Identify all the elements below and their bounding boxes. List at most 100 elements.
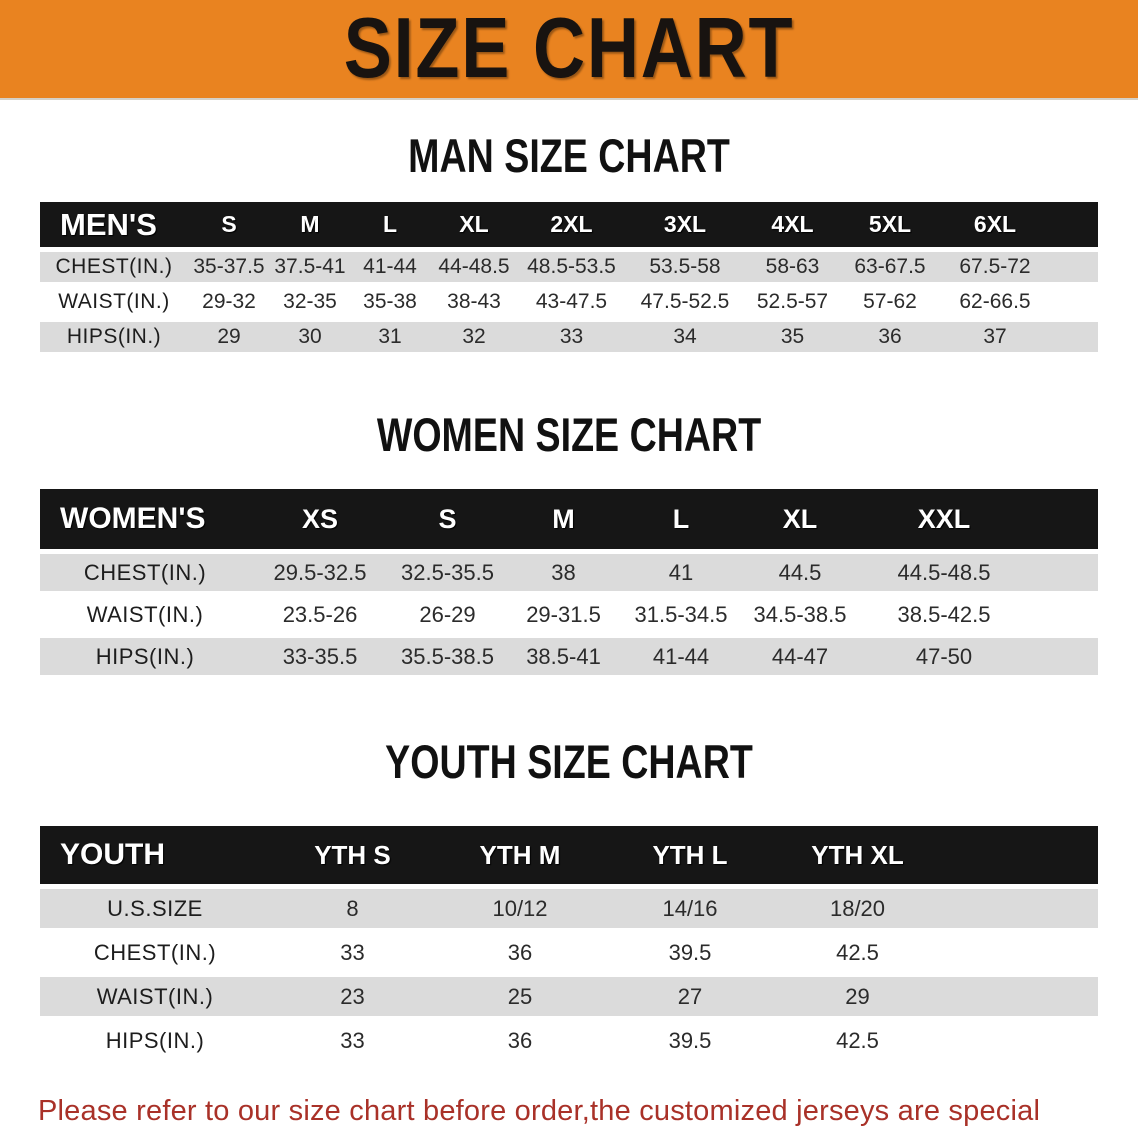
size-value: 30: [270, 322, 350, 352]
measurement-row: HIPS(IN.) 33 36 39.5 42.5: [40, 1021, 1098, 1060]
size-value: 29.5-32.5: [250, 554, 390, 591]
size-value: 35: [745, 322, 840, 352]
size-column-header: XS: [250, 489, 390, 549]
size-value: 32: [430, 322, 518, 352]
size-value: 29: [775, 977, 940, 1016]
row-label: HIPS(IN.): [40, 1021, 270, 1060]
size-value: 47.5-52.5: [625, 287, 745, 317]
row-spacer: [940, 1021, 1098, 1060]
size-value: 35.5-38.5: [390, 638, 505, 675]
row-label: WAIST(IN.): [40, 287, 188, 317]
size-value: 39.5: [605, 1021, 775, 1060]
banner-title: SIZE CHART: [343, 1, 795, 96]
header-spacer: [940, 826, 1098, 884]
size-column-header: YTH S: [270, 826, 435, 884]
size-value: 25: [435, 977, 605, 1016]
size-column-header: XL: [740, 489, 860, 549]
youth-size-table: YOUTH YTH S YTH M YTH L YTH XL U.S.SIZE 8 10/…: [40, 821, 1098, 1065]
size-column-header: 4XL: [745, 202, 840, 247]
disclaimer-line-1: Please refer to our size chart before or…: [38, 1095, 1041, 1127]
row-spacer: [1050, 287, 1098, 317]
size-value: 27: [605, 977, 775, 1016]
measurement-row: WAIST(IN.) 23 25 27 29: [40, 977, 1098, 1016]
size-value: 41-44: [622, 638, 740, 675]
row-label: U.S.SIZE: [40, 889, 270, 928]
size-value: 23: [270, 977, 435, 1016]
size-value: 39.5: [605, 933, 775, 972]
size-column-header: YTH XL: [775, 826, 940, 884]
size-column-header: 2XL: [518, 202, 625, 247]
size-column-header: M: [505, 489, 622, 549]
size-value: 53.5-58: [625, 252, 745, 282]
women-size-table: WOMEN'S XS S M L XL XXL CHEST(IN.) 29.5-32.5 32…: [40, 484, 1098, 680]
size-column-header: L: [622, 489, 740, 549]
size-column-header: S: [390, 489, 505, 549]
measurement-row: U.S.SIZE 8 10/12 14/16 18/20: [40, 889, 1098, 928]
size-value: 37.5-41: [270, 252, 350, 282]
row-label: HIPS(IN.): [40, 322, 188, 352]
row-label: CHEST(IN.): [40, 933, 270, 972]
men-table-body: CHEST(IN.) 35-37.5 37.5-41 41-44 44-48.5 48.5…: [40, 252, 1098, 352]
size-value: 32-35: [270, 287, 350, 317]
row-spacer: [1028, 638, 1098, 675]
size-value: 38: [505, 554, 622, 591]
size-value: 26-29: [390, 596, 505, 633]
header-spacer: [1028, 489, 1098, 549]
size-column-header: XL: [430, 202, 518, 247]
row-label: HIPS(IN.): [40, 638, 250, 675]
size-value: 23.5-26: [250, 596, 390, 633]
size-value: 8: [270, 889, 435, 928]
measurement-row: CHEST(IN.) 35-37.5 37.5-41 41-44 44-48.5 48.5…: [40, 252, 1098, 282]
row-spacer: [940, 977, 1098, 1016]
size-value: 42.5: [775, 933, 940, 972]
women-size-section: WOMEN SIZE CHART WOMEN'S XS S M L XL XXL CHES…: [0, 407, 1138, 680]
size-value: 48.5-53.5: [518, 252, 625, 282]
youth-size-section: YOUTH SIZE CHART YOUTH YTH S YTH M YTH L YT…: [0, 734, 1138, 1065]
disclaimer-text: Please refer to our size chart before or…: [38, 1091, 1100, 1132]
women-table-title: WOMEN'S: [40, 489, 250, 549]
size-value: 38.5-42.5: [860, 596, 1028, 633]
row-label: CHEST(IN.): [40, 252, 188, 282]
size-value: 31: [350, 322, 430, 352]
size-value: 33: [270, 1021, 435, 1060]
size-column-header: M: [270, 202, 350, 247]
size-value: 37: [940, 322, 1050, 352]
row-label: WAIST(IN.): [40, 596, 250, 633]
men-table-title: MEN'S: [40, 202, 188, 247]
size-value: 41: [622, 554, 740, 591]
size-value: 57-62: [840, 287, 940, 317]
size-column-header: L: [350, 202, 430, 247]
measurement-row: HIPS(IN.) 29 30 31 32 33 34 35 36 37: [40, 322, 1098, 352]
size-value: 44-47: [740, 638, 860, 675]
size-value: 14/16: [605, 889, 775, 928]
row-label: WAIST(IN.): [40, 977, 270, 1016]
size-value: 43-47.5: [518, 287, 625, 317]
size-value: 52.5-57: [745, 287, 840, 317]
size-value: 62-66.5: [940, 287, 1050, 317]
row-spacer: [1050, 252, 1098, 282]
size-value: 47-50: [860, 638, 1028, 675]
size-value: 36: [435, 1021, 605, 1060]
measurement-row: HIPS(IN.) 33-35.5 35.5-38.5 38.5-41 41-44 44-…: [40, 638, 1098, 675]
size-chart-banner: SIZE CHART: [0, 0, 1138, 100]
size-value: 58-63: [745, 252, 840, 282]
size-value: 18/20: [775, 889, 940, 928]
row-label: CHEST(IN.): [40, 554, 250, 591]
size-column-header: 6XL: [940, 202, 1050, 247]
men-size-table: MEN'S S M L XL 2XL 3XL 4XL 5XL 6XL CHEST(IN.) 35-…: [40, 197, 1098, 357]
size-value: 29-32: [188, 287, 270, 317]
youth-table-body: U.S.SIZE 8 10/12 14/16 18/20 CHEST(IN.) 33 36 39…: [40, 889, 1098, 1060]
row-spacer: [940, 933, 1098, 972]
measurement-row: WAIST(IN.) 29-32 32-35 35-38 38-43 43-47.5 47.…: [40, 287, 1098, 317]
size-value: 33-35.5: [250, 638, 390, 675]
measurement-row: WAIST(IN.) 23.5-26 26-29 29-31.5 31.5-34.5 34…: [40, 596, 1098, 633]
measurement-row: CHEST(IN.) 33 36 39.5 42.5: [40, 933, 1098, 972]
size-value: 44-48.5: [430, 252, 518, 282]
size-column-header: YTH M: [435, 826, 605, 884]
size-value: 63-67.5: [840, 252, 940, 282]
size-column-header: XXL: [860, 489, 1028, 549]
size-value: 41-44: [350, 252, 430, 282]
size-value: 29-31.5: [505, 596, 622, 633]
size-value: 44.5-48.5: [860, 554, 1028, 591]
